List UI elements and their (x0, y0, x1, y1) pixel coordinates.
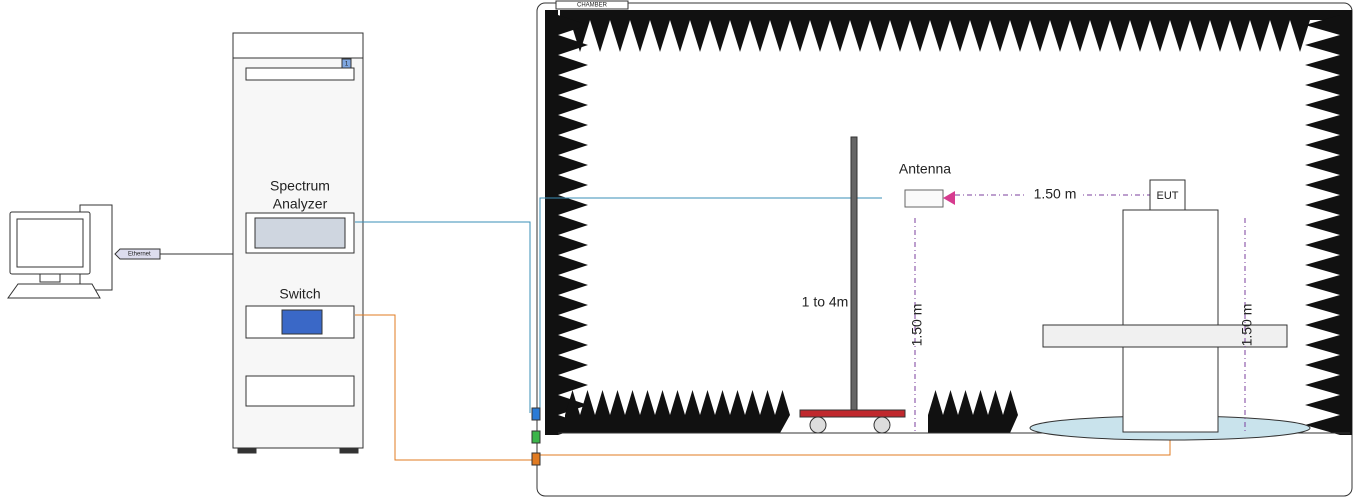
rack (232, 32, 364, 454)
antenna-height: 1.50 m (909, 304, 925, 347)
ethernet-plug (114, 248, 161, 260)
connector (531, 452, 541, 466)
eut-height: 1.50 m (1239, 304, 1255, 347)
device-label: Switch (279, 286, 320, 302)
absorber (560, 10, 1350, 52)
stand (39, 273, 61, 283)
absorber (545, 10, 588, 435)
cart (799, 409, 906, 418)
antenna (904, 189, 944, 208)
rack-top (232, 32, 364, 59)
chamber-tag (555, 0, 629, 10)
analyzer-front (254, 217, 346, 249)
foot (339, 447, 359, 454)
eut-table (1122, 209, 1219, 433)
chamber-label: CHAMBER (577, 3, 608, 9)
cable (355, 221, 531, 413)
absorbers (545, 10, 1352, 435)
wheel (873, 416, 891, 434)
connector (531, 407, 541, 421)
keyboard (7, 283, 101, 299)
cable (539, 197, 882, 413)
cable (540, 440, 1171, 456)
screen (16, 218, 84, 268)
antenna-horn (943, 191, 955, 205)
eut (1149, 179, 1186, 211)
distance-label: 1.50 m (1034, 186, 1077, 202)
rack-panel (245, 375, 355, 407)
cable (355, 314, 532, 461)
table-top (1042, 324, 1288, 348)
rack-rail (245, 67, 355, 81)
device-label: Spectrum (270, 178, 330, 194)
absorber (565, 390, 790, 433)
absorber (928, 390, 1018, 433)
mast (850, 136, 858, 413)
foot (237, 447, 257, 454)
device-label: Analyzer (273, 196, 328, 212)
mast-label: 1 to 4m (802, 294, 849, 310)
rack-badge (341, 58, 352, 69)
absorber (1305, 10, 1352, 435)
antenna-label: Antenna (899, 161, 951, 177)
label-bg (1027, 187, 1083, 203)
connector (531, 430, 541, 444)
switch-screen (281, 309, 323, 335)
eut-label: EUT (1157, 190, 1179, 202)
rack-number: 1 (345, 62, 349, 68)
ethernet-label: Ethernet (128, 252, 151, 258)
wheel (809, 416, 827, 434)
computer (7, 204, 113, 299)
